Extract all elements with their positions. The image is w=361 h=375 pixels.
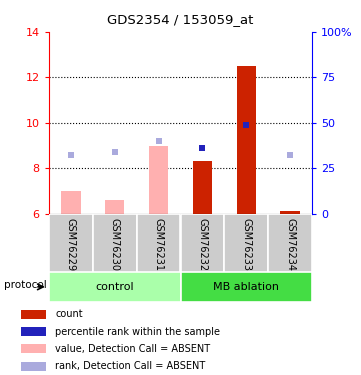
Bar	[21, 362, 46, 371]
Bar	[93, 214, 136, 272]
Bar	[180, 272, 312, 302]
Text: GSM76230: GSM76230	[110, 218, 119, 271]
Bar	[21, 327, 46, 336]
Bar	[192, 162, 212, 214]
Text: count: count	[55, 309, 83, 319]
Bar	[225, 214, 268, 272]
Bar	[105, 200, 125, 214]
Text: GSM76233: GSM76233	[242, 218, 251, 271]
Text: GSM76234: GSM76234	[285, 218, 295, 271]
Text: value, Detection Call = ABSENT: value, Detection Call = ABSENT	[55, 344, 210, 354]
Bar	[61, 191, 81, 214]
Text: GSM76232: GSM76232	[197, 218, 208, 271]
Text: rank, Detection Call = ABSENT: rank, Detection Call = ABSENT	[55, 362, 206, 371]
Bar	[268, 214, 312, 272]
Bar	[236, 66, 256, 214]
Bar	[49, 272, 180, 302]
Text: GSM76231: GSM76231	[153, 218, 164, 271]
Bar	[21, 345, 46, 354]
Bar	[49, 214, 93, 272]
Text: protocol: protocol	[4, 280, 46, 290]
Text: MB ablation: MB ablation	[213, 282, 279, 292]
Bar	[280, 211, 300, 214]
Bar	[149, 146, 169, 214]
Text: GSM76229: GSM76229	[66, 218, 76, 271]
Text: GDS2354 / 153059_at: GDS2354 / 153059_at	[107, 13, 254, 26]
Text: percentile rank within the sample: percentile rank within the sample	[55, 327, 220, 337]
Text: control: control	[95, 282, 134, 292]
Bar	[180, 214, 225, 272]
Bar	[21, 310, 46, 319]
Bar	[136, 214, 180, 272]
